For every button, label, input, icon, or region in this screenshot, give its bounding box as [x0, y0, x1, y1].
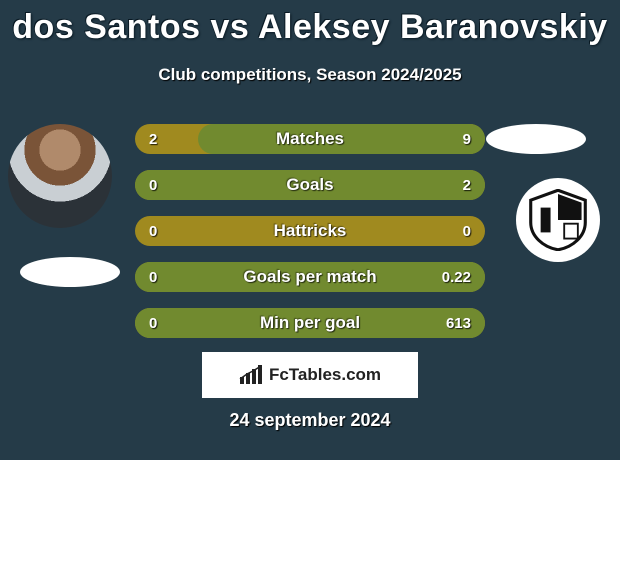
brand-logo: FcTables.com — [239, 365, 381, 385]
stat-bar-row: 2Matches9 — [135, 124, 485, 154]
stat-bar-row: 0Goals per match0.22 — [135, 262, 485, 292]
subtitle: Club competitions, Season 2024/2025 — [0, 65, 620, 85]
brand-footer: FcTables.com — [202, 352, 418, 398]
player-left-flag — [20, 257, 120, 287]
infographic-card: dos Santos vs Aleksey Baranovskiy Club c… — [0, 0, 620, 460]
stat-value-right: 0 — [463, 216, 471, 246]
bar-chart-icon — [239, 365, 265, 385]
page-title: dos Santos vs Aleksey Baranovskiy — [0, 0, 620, 47]
stat-value-right: 613 — [446, 308, 471, 338]
stat-label: Hattricks — [135, 216, 485, 246]
stat-value-right: 9 — [463, 124, 471, 154]
stat-label: Min per goal — [135, 308, 485, 338]
stat-value-right: 2 — [463, 170, 471, 200]
player-left-avatar — [8, 124, 112, 228]
stat-value-right: 0.22 — [442, 262, 471, 292]
club-crest-icon — [527, 189, 589, 251]
stat-label: Goals — [135, 170, 485, 200]
stat-bar-row: 0Min per goal613 — [135, 308, 485, 338]
stat-label: Goals per match — [135, 262, 485, 292]
stat-bars: 2Matches90Goals20Hattricks00Goals per ma… — [135, 124, 485, 354]
stat-bar-row: 0Hattricks0 — [135, 216, 485, 246]
player-right-club-badge — [516, 178, 600, 262]
player-right-flag — [486, 124, 586, 154]
stat-bar-row: 0Goals2 — [135, 170, 485, 200]
brand-text: FcTables.com — [269, 365, 381, 385]
date-text: 24 september 2024 — [0, 410, 620, 431]
stat-label: Matches — [135, 124, 485, 154]
